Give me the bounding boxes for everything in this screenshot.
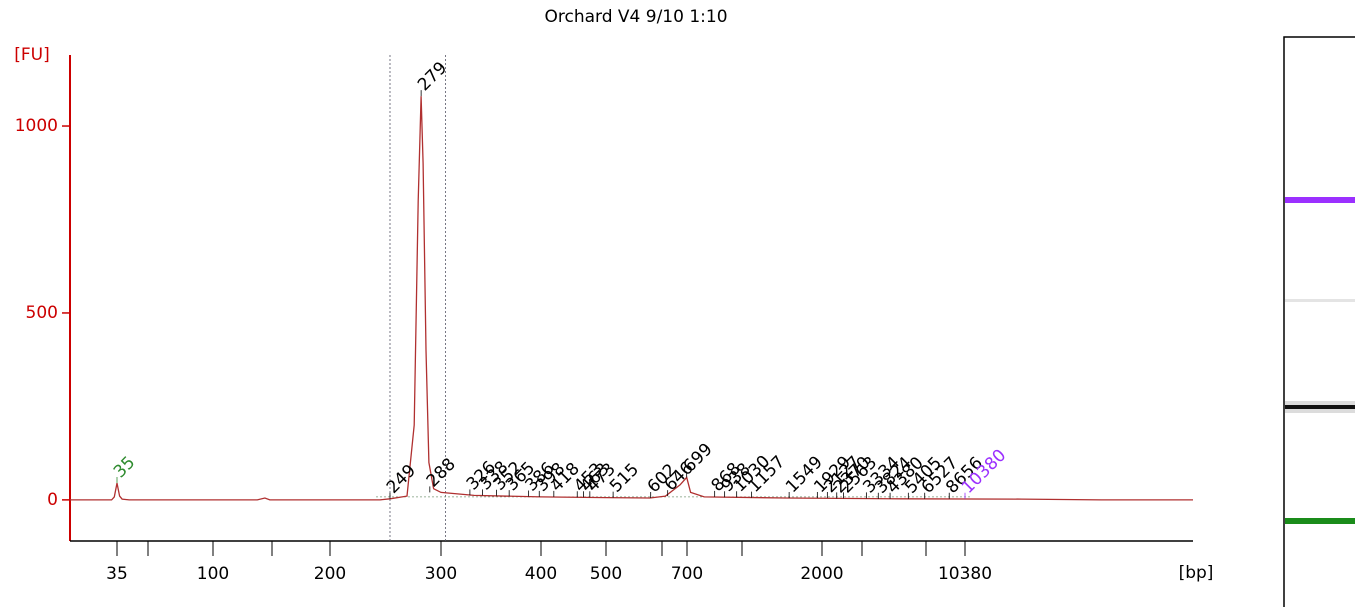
unlabeled-ticks: [147, 541, 927, 556]
gel-band: [1285, 299, 1355, 302]
x-tick-label: 400: [525, 564, 557, 584]
x-tick-label: 100: [197, 564, 229, 584]
x-tick-label: 200: [314, 564, 346, 584]
x-axis-label: [bp]: [1179, 563, 1214, 583]
x-tick-label: 300: [425, 564, 457, 584]
gel-band: [1285, 405, 1355, 409]
x-tick-label: 2000: [800, 564, 843, 584]
y-tick-label: 1000: [15, 116, 58, 136]
peak-label: 35: [110, 453, 139, 482]
x-tick-label: 700: [671, 564, 703, 584]
y-axis-label: [FU]: [14, 45, 50, 65]
x-tick-label: 500: [590, 564, 622, 584]
trace: [70, 96, 1193, 501]
x-tick-label: 10380: [938, 564, 992, 584]
gel-lane: [1283, 36, 1355, 611]
chart-title: Orchard V4 9/10 1:10: [544, 7, 727, 27]
y-tick-label: 0: [47, 490, 58, 510]
gel-frame: [1283, 36, 1355, 611]
gel-band: [1285, 197, 1355, 203]
peak-label: 249: [383, 461, 420, 498]
x-tick-label: 35: [106, 564, 128, 584]
gel-band: [1285, 518, 1355, 524]
y-tick-label: 500: [26, 303, 58, 323]
